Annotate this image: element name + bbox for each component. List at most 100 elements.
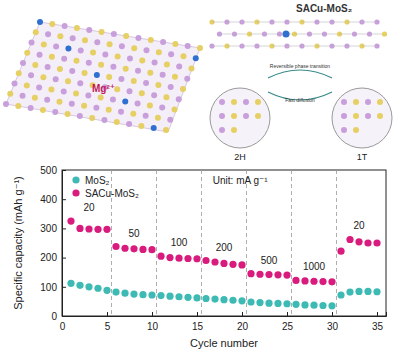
atom bbox=[172, 74, 178, 80]
atom bbox=[374, 19, 379, 24]
atom bbox=[111, 31, 117, 37]
atom bbox=[164, 62, 170, 68]
point bbox=[355, 238, 362, 245]
point bbox=[310, 278, 317, 285]
phase-label: 2H bbox=[234, 152, 246, 162]
point bbox=[319, 278, 326, 285]
tick-mark bbox=[287, 312, 288, 316]
atom bbox=[139, 90, 145, 96]
atom bbox=[32, 62, 38, 68]
atom bbox=[12, 81, 18, 87]
legend-item: SACu-MoS₂ bbox=[72, 188, 139, 199]
illustration: Mg²⁺SACu-MoS₂Reversible phase transition… bbox=[3, 3, 392, 162]
atom bbox=[93, 105, 99, 111]
atom bbox=[94, 72, 100, 78]
atom bbox=[341, 127, 347, 133]
atom bbox=[20, 60, 26, 66]
atom bbox=[118, 109, 124, 115]
point bbox=[85, 225, 92, 232]
atom bbox=[159, 105, 165, 111]
atom bbox=[3, 101, 9, 107]
tick: 100 bbox=[40, 282, 66, 293]
tick: 300 bbox=[40, 223, 66, 234]
atom bbox=[167, 117, 173, 123]
phase-circle bbox=[332, 88, 392, 148]
atom bbox=[126, 121, 132, 127]
rate-label: 500 bbox=[261, 255, 278, 266]
y-axis: 0100200300400500 bbox=[40, 165, 66, 322]
atom bbox=[176, 64, 182, 70]
atom bbox=[163, 127, 169, 133]
point bbox=[301, 301, 308, 308]
atom bbox=[135, 101, 141, 107]
atom bbox=[62, 23, 68, 29]
atom bbox=[107, 41, 113, 47]
atom bbox=[101, 117, 107, 123]
tick-mark bbox=[332, 312, 333, 316]
point bbox=[373, 239, 380, 246]
point bbox=[238, 261, 245, 268]
atom bbox=[24, 50, 30, 56]
atom bbox=[73, 91, 79, 97]
tick-label: 5 bbox=[105, 321, 111, 332]
atom bbox=[231, 113, 237, 119]
atom bbox=[160, 72, 166, 78]
atom bbox=[219, 99, 225, 105]
point bbox=[346, 288, 353, 295]
point bbox=[139, 291, 146, 298]
rate-label: 50 bbox=[128, 228, 140, 239]
divider bbox=[156, 170, 157, 316]
tick-mark bbox=[152, 312, 153, 316]
series bbox=[67, 218, 380, 286]
atom bbox=[115, 54, 121, 60]
point bbox=[211, 258, 218, 265]
tick-label: 200 bbox=[40, 252, 57, 263]
atom bbox=[176, 96, 182, 102]
atom bbox=[65, 111, 71, 117]
atom bbox=[168, 84, 174, 90]
point bbox=[166, 254, 173, 261]
point bbox=[247, 298, 254, 305]
atom bbox=[57, 66, 63, 72]
atom bbox=[193, 55, 199, 61]
point bbox=[274, 271, 281, 278]
point bbox=[67, 280, 74, 287]
lattice bbox=[209, 19, 387, 48]
point bbox=[175, 293, 182, 300]
point bbox=[67, 218, 74, 225]
atom bbox=[77, 80, 83, 86]
point bbox=[265, 300, 272, 307]
atom bbox=[243, 99, 249, 105]
point bbox=[121, 290, 128, 297]
atom bbox=[15, 103, 21, 109]
atom bbox=[74, 25, 80, 31]
tick-mark bbox=[62, 258, 66, 259]
tick: 25 bbox=[282, 312, 294, 332]
atom bbox=[377, 113, 383, 119]
tick: 35 bbox=[372, 312, 384, 332]
tick-label: 0 bbox=[60, 321, 66, 332]
atom bbox=[172, 41, 178, 47]
point bbox=[220, 296, 227, 303]
atom bbox=[24, 83, 30, 89]
tick: 30 bbox=[327, 312, 339, 332]
point bbox=[256, 299, 263, 306]
phase-label: 1T bbox=[357, 152, 368, 162]
atom bbox=[73, 58, 79, 64]
atom bbox=[143, 80, 149, 86]
point bbox=[292, 277, 299, 284]
atom bbox=[61, 56, 67, 62]
point bbox=[202, 257, 209, 264]
point bbox=[85, 283, 92, 290]
point bbox=[310, 302, 317, 309]
atom bbox=[57, 33, 63, 39]
atom bbox=[180, 86, 186, 92]
tick-label: 300 bbox=[40, 223, 57, 234]
atom bbox=[147, 103, 153, 109]
point bbox=[157, 292, 164, 299]
point bbox=[256, 271, 263, 278]
unit-label: Unit: mA g⁻¹ bbox=[213, 175, 268, 186]
point bbox=[292, 301, 299, 308]
atom bbox=[341, 99, 347, 105]
atom bbox=[189, 66, 195, 72]
